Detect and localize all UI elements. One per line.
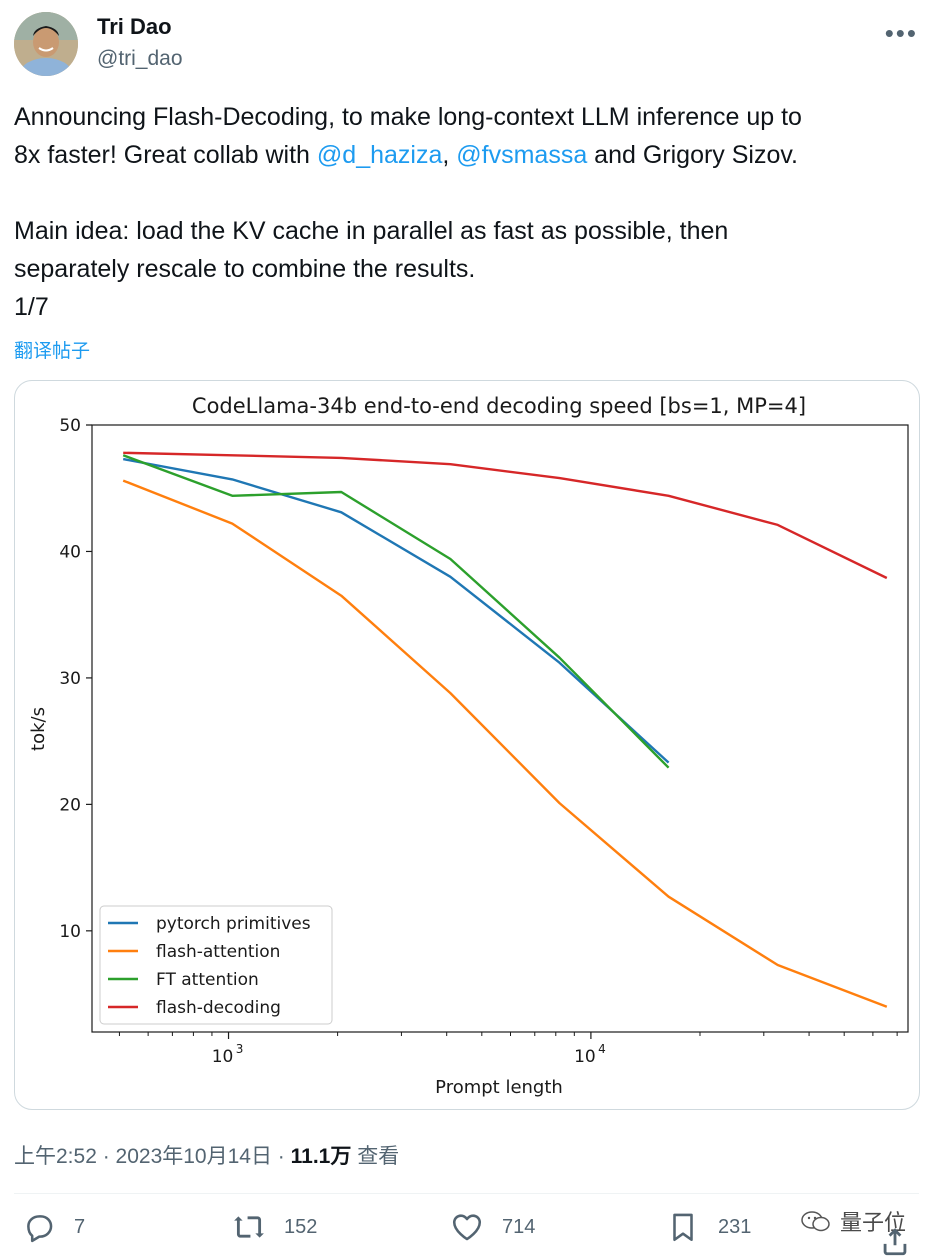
tweet-separator: ,: [442, 141, 457, 169]
y-tick-label: 50: [59, 416, 81, 436]
tweet-meta: 上午2:52 · 2023年10月14日 · 11.1万 查看: [14, 1140, 399, 1170]
series-line-flash-decoding: [123, 451, 888, 580]
more-options-icon[interactable]: •••: [884, 18, 918, 48]
bookmark-icon: [673, 1213, 693, 1242]
tweet-line-2-start: 8x faster! Great collab with: [14, 141, 317, 169]
mention-fvsmassa[interactable]: @fvsmassa: [456, 141, 588, 169]
y-axis-label: tok/s: [28, 707, 49, 751]
watermark: 量子位: [800, 1205, 906, 1237]
legend-label: FT attention: [156, 970, 259, 990]
tweet-line-5: 1/7: [14, 293, 49, 321]
wechat-icon: [801, 1211, 830, 1232]
translate-post-link[interactable]: 翻译帖子: [14, 341, 91, 362]
reply-count: 7: [74, 1215, 86, 1238]
mention-d-haziza[interactable]: @d_haziza: [316, 141, 443, 169]
reply-button[interactable]: 7: [22, 1210, 85, 1244]
y-tick-label: 40: [59, 542, 81, 562]
bookmark-button[interactable]: 231: [666, 1210, 751, 1244]
legend-label: flash-decoding: [156, 998, 281, 1018]
tweet-line-1: Announcing Flash-Decoding, to make long-…: [14, 103, 802, 131]
divider: [14, 1193, 919, 1194]
view-count: 11.1万: [290, 1145, 352, 1168]
tweet-line-2-end: and Grigory Sizov.: [587, 141, 798, 169]
author-handle[interactable]: @tri_dao: [97, 47, 183, 70]
x-tick-label: 10: [574, 1047, 596, 1067]
y-tick-label: 10: [59, 922, 81, 942]
y-tick-label: 30: [59, 669, 81, 689]
plot-frame: [91, 424, 909, 1033]
legend-label: flash-attention: [156, 942, 280, 962]
author-name[interactable]: Tri Dao: [97, 14, 172, 39]
series-line-FT-attention: [122, 454, 670, 769]
bookmark-count: 231: [718, 1215, 752, 1238]
avatar[interactable]: [14, 12, 78, 76]
chart-legend: pytorch primitives flash-attention FT atte…: [99, 905, 333, 1025]
tweet-line-3: Main idea: load the KV cache in parallel…: [14, 217, 729, 245]
x-axis-label: Prompt length: [435, 1077, 563, 1098]
like-count: 714: [502, 1215, 536, 1238]
repost-button[interactable]: 152: [232, 1210, 317, 1244]
y-tick-label: 20: [59, 795, 81, 815]
like-button[interactable]: 714: [450, 1210, 535, 1244]
reply-icon: [27, 1215, 53, 1243]
x-tick-exponent: 4: [598, 1042, 606, 1056]
heart-icon: [452, 1214, 482, 1241]
repost-icon: [234, 1216, 264, 1238]
action-bar: 7 152 714 231: [14, 1210, 919, 1256]
series-line-flash-attention: [122, 479, 888, 1008]
x-tick-exponent: 3: [236, 1042, 244, 1056]
legend-label: pytorch primitives: [156, 914, 311, 934]
x-tick-label: 10: [212, 1047, 234, 1067]
share-icon[interactable]: [878, 1224, 912, 1258]
view-label: 查看: [351, 1145, 400, 1168]
tweet-line-2: 8x faster! Great collab with @d_haziza, …: [14, 136, 919, 174]
post-timestamp[interactable]: 上午2:52 · 2023年10月14日 ·: [14, 1145, 291, 1168]
chart-title: CodeLlama-34b end-to-end decoding speed …: [192, 394, 806, 418]
series-line-pytorch-primitives: [122, 457, 670, 764]
repost-count: 152: [284, 1215, 318, 1238]
legend-box: [99, 905, 333, 1025]
chart-image-card[interactable]: CodeLlama-34b end-to-end decoding speed …: [14, 380, 920, 1110]
tweet-text: Announcing Flash-Decoding, to make long-…: [14, 98, 919, 326]
line-chart: CodeLlama-34b end-to-end decoding speed …: [28, 394, 909, 1098]
tweet-line-4: separately rescale to combine the result…: [14, 255, 476, 283]
avatar-image: [14, 12, 78, 76]
